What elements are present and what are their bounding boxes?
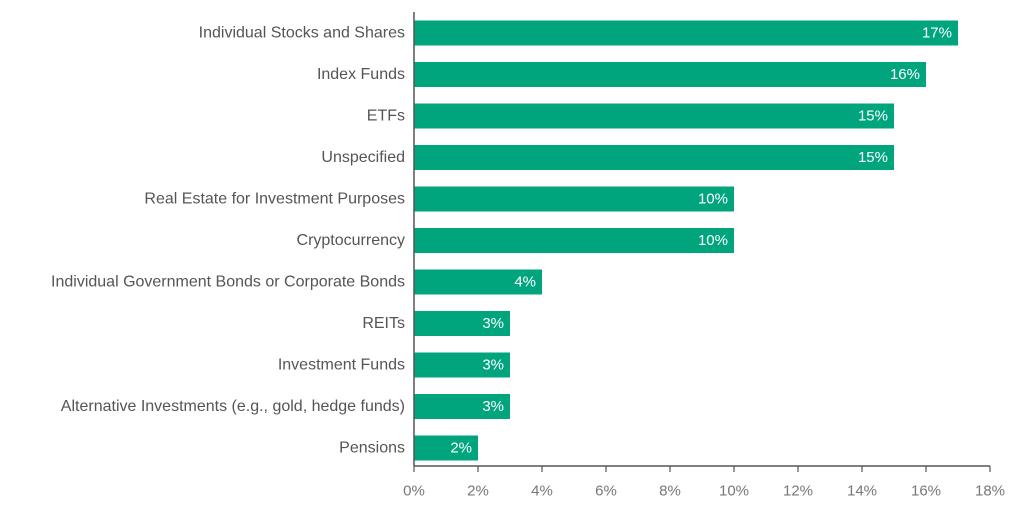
data-label: 3% — [482, 315, 504, 332]
bar — [414, 145, 894, 170]
x-tick-label: 6% — [595, 483, 617, 500]
x-tick-label: 10% — [719, 483, 749, 500]
data-label: 15% — [858, 108, 888, 125]
bar — [414, 435, 478, 461]
x-tick-label: 16% — [911, 483, 941, 500]
axes-group — [413, 12, 990, 467]
bar — [414, 62, 926, 87]
data-label: 15% — [858, 149, 888, 166]
data-label: 10% — [698, 191, 728, 208]
data-label: 2% — [450, 440, 472, 457]
category-label: Cryptocurrency — [297, 232, 405, 249]
x-tick-label: 4% — [531, 483, 553, 500]
bar — [414, 352, 510, 378]
category-label: Index Funds — [317, 66, 405, 83]
data-label: 10% — [698, 232, 728, 249]
data-label: 4% — [514, 274, 536, 291]
x-tick-label: 8% — [659, 483, 681, 500]
bars-group — [414, 20, 958, 461]
bar — [414, 394, 510, 419]
category-label: Real Estate for Investment Purposes — [144, 191, 405, 208]
x-tick-label: 0% — [403, 483, 425, 500]
x-tick-label: 18% — [975, 483, 1005, 500]
bar — [414, 186, 734, 212]
data-label: 3% — [482, 398, 504, 415]
data-labels-group: 17% 16% 15% 15% 10% 10% 4% 3% 3% 3% 2% — [450, 25, 952, 457]
bar — [414, 103, 894, 129]
data-label: 3% — [482, 357, 504, 374]
category-label: REITs — [362, 315, 405, 332]
category-label: Investment Funds — [278, 357, 405, 374]
x-tick-label: 14% — [847, 483, 877, 500]
x-ticks-group: 0% 2% 4% 6% 8% 10% 12% 14% 16% 18% — [403, 466, 1005, 500]
category-label: Individual Stocks and Shares — [199, 25, 405, 42]
category-label: Alternative Investments (e.g., gold, hed… — [61, 398, 405, 415]
data-label: 17% — [922, 25, 952, 42]
category-label: Pensions — [339, 440, 405, 457]
bar — [414, 228, 734, 253]
bar — [414, 20, 958, 46]
category-label: ETFs — [367, 108, 405, 125]
bar — [414, 311, 510, 336]
data-label: 16% — [890, 66, 920, 83]
x-tick-label: 2% — [467, 483, 489, 500]
category-label: Individual Government Bonds or Corporate… — [51, 274, 405, 291]
bar — [414, 269, 542, 295]
category-label: Unspecified — [321, 149, 405, 166]
x-tick-label: 12% — [783, 483, 813, 500]
category-labels-group: Individual Stocks and Shares Index Funds E… — [51, 25, 405, 457]
